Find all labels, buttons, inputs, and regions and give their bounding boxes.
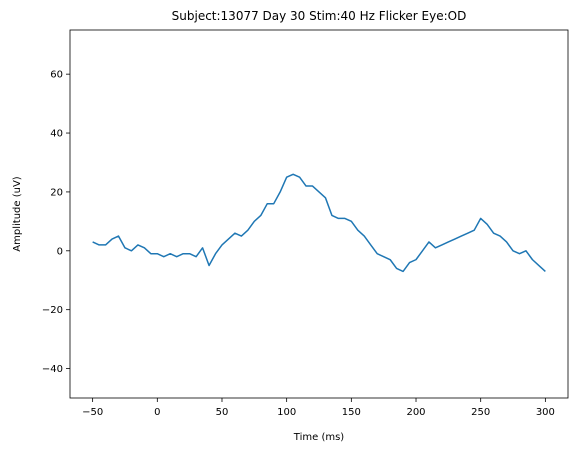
y-tick-label: −20 <box>42 305 63 316</box>
x-axis-label: Time (ms) <box>293 432 345 443</box>
x-tick-label: −50 <box>82 407 103 418</box>
chart-title: Subject:13077 Day 30 Stim:40 Hz Flicker … <box>172 9 467 23</box>
x-tick-label: 200 <box>406 407 425 418</box>
y-tick-label: 40 <box>50 129 63 140</box>
y-tick-label: 20 <box>50 187 63 198</box>
x-tick-label: 150 <box>342 407 361 418</box>
y-tick-label: −40 <box>42 364 63 375</box>
data-line <box>92 173 546 273</box>
x-tick-label: 250 <box>471 407 490 418</box>
x-tick-label: 100 <box>277 407 296 418</box>
y-tick-label: 0 <box>57 246 63 257</box>
x-tick-label: 300 <box>536 407 555 418</box>
axes-frame <box>69 29 569 399</box>
x-tick-label: 50 <box>216 407 229 418</box>
y-tick-label: 60 <box>50 70 63 81</box>
y-axis-label: Amplitude (uV) <box>12 176 23 252</box>
x-tick-label: 0 <box>154 407 160 418</box>
